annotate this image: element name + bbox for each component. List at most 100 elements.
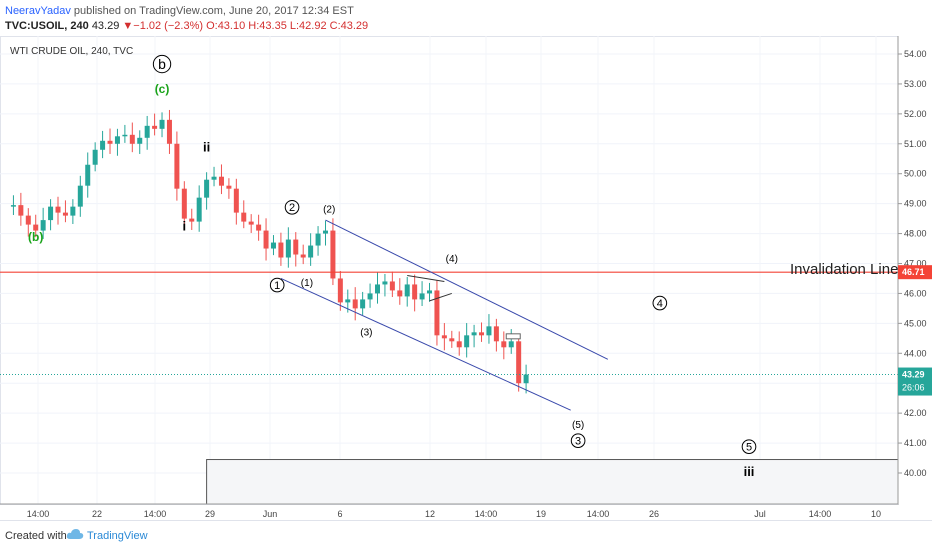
- countdown-label: 26:06: [902, 383, 925, 393]
- y-tick-label: 51.00: [904, 139, 927, 149]
- wave-label: 3: [570, 433, 586, 449]
- candle-body: [516, 341, 522, 384]
- candle-body: [449, 338, 455, 342]
- candle: [159, 112, 165, 138]
- triangle-line-upper: [407, 274, 445, 282]
- x-tick-label: 10: [871, 509, 881, 519]
- candle-body: [25, 215, 31, 225]
- candle: [397, 278, 403, 305]
- candle: [196, 185, 202, 232]
- candle: [322, 220, 328, 246]
- candle: [226, 178, 232, 199]
- wave-circle: [741, 439, 757, 455]
- candle: [464, 323, 470, 358]
- candle: [25, 208, 31, 237]
- candle: [62, 200, 68, 223]
- x-tick-label: 14:00: [809, 509, 832, 519]
- candle-body: [367, 293, 373, 300]
- candle-body: [322, 230, 328, 234]
- chart-area[interactable]: Invalidation Line b (c) (b) ii i 2 (2) 1 (1) (4)(…: [0, 36, 932, 520]
- wave-label: (2): [323, 205, 335, 216]
- candle: [375, 272, 380, 304]
- candle-body: [70, 206, 76, 216]
- candle: [300, 244, 306, 265]
- symbol-name[interactable]: TVC:USOIL, 240: [5, 20, 89, 32]
- candle: [48, 199, 54, 231]
- x-tick-label: 14:00: [587, 509, 610, 519]
- y-tick-label: 46.00: [904, 288, 927, 298]
- y-tick-label: 40.00: [904, 468, 927, 478]
- candle: [360, 291, 366, 315]
- candle: [33, 214, 39, 238]
- open-value: O:43.10: [206, 20, 246, 32]
- candle-body: [189, 218, 195, 222]
- candle: [486, 314, 492, 344]
- candle: [427, 282, 433, 302]
- candle-body: [352, 299, 358, 309]
- candle: [441, 323, 447, 351]
- candle: [434, 280, 440, 346]
- candle: [278, 232, 284, 266]
- footer: Created with TradingView: [0, 520, 932, 551]
- wave-label-text: (3): [360, 327, 372, 338]
- candle-body: [55, 206, 61, 213]
- close-value: C:43.29: [329, 20, 369, 32]
- candle-body: [18, 205, 24, 216]
- candle: [174, 131, 180, 201]
- wave-label-text: (4): [446, 254, 458, 265]
- candle: [129, 122, 135, 153]
- x-tick-label: Jul: [754, 509, 766, 519]
- candle: [508, 329, 514, 354]
- candle-body: [434, 290, 440, 336]
- y-tick-label: 54.00: [904, 49, 927, 59]
- candle-body: [159, 119, 165, 129]
- candle-body: [419, 293, 425, 300]
- candle: [449, 330, 455, 348]
- wave-label-text: (2): [323, 205, 335, 216]
- candle-body: [263, 230, 269, 249]
- x-tick-label: 14:00: [475, 509, 498, 519]
- candle-body: [196, 197, 202, 222]
- y-tick-label: 47.00: [904, 259, 927, 269]
- candle: [233, 178, 239, 225]
- candle-body: [218, 176, 224, 186]
- publish-line: NeeravYadav published on TradingView.com…: [5, 5, 354, 17]
- last-price-tag: [898, 367, 932, 396]
- x-tick-label: 22: [92, 509, 102, 519]
- candle: [241, 200, 247, 229]
- chart-title: WTI CRUDE OIL, 240, TVC: [10, 46, 133, 57]
- wave-label: 1: [269, 277, 285, 293]
- wave-label: 4: [652, 295, 668, 311]
- candle-body: [166, 119, 172, 144]
- candle: [330, 218, 336, 286]
- candle: [293, 232, 299, 267]
- candle-body: [300, 254, 306, 258]
- tradingview-brand[interactable]: TradingView: [87, 530, 148, 542]
- candle-body: [85, 164, 91, 186]
- wave-label-text: 1: [274, 280, 280, 292]
- wave-label-text: 2: [289, 202, 295, 214]
- author-link[interactable]: NeeravYadav: [5, 5, 71, 17]
- candle: [382, 273, 388, 297]
- candle: [18, 192, 24, 226]
- candle: [352, 287, 358, 321]
- candle-body: [181, 188, 187, 219]
- x-tick-label: Jun: [263, 509, 278, 519]
- wave-label: ii: [203, 139, 210, 154]
- wave-circle: [269, 277, 285, 293]
- candle: [471, 324, 477, 348]
- candle-body: [62, 212, 68, 216]
- last-price-text: 43.29: [91, 20, 120, 32]
- wave-label-text: b: [158, 56, 166, 72]
- wave-label: (b): [28, 230, 43, 244]
- candle-body: [382, 281, 388, 285]
- candle-body: [129, 134, 135, 144]
- candle: [248, 214, 254, 233]
- candle-body: [241, 212, 247, 222]
- wave-label: (c): [155, 82, 170, 96]
- candle-body: [456, 341, 462, 348]
- candle-body: [389, 281, 395, 291]
- wave-label: (3): [360, 327, 372, 338]
- candle: [181, 181, 187, 226]
